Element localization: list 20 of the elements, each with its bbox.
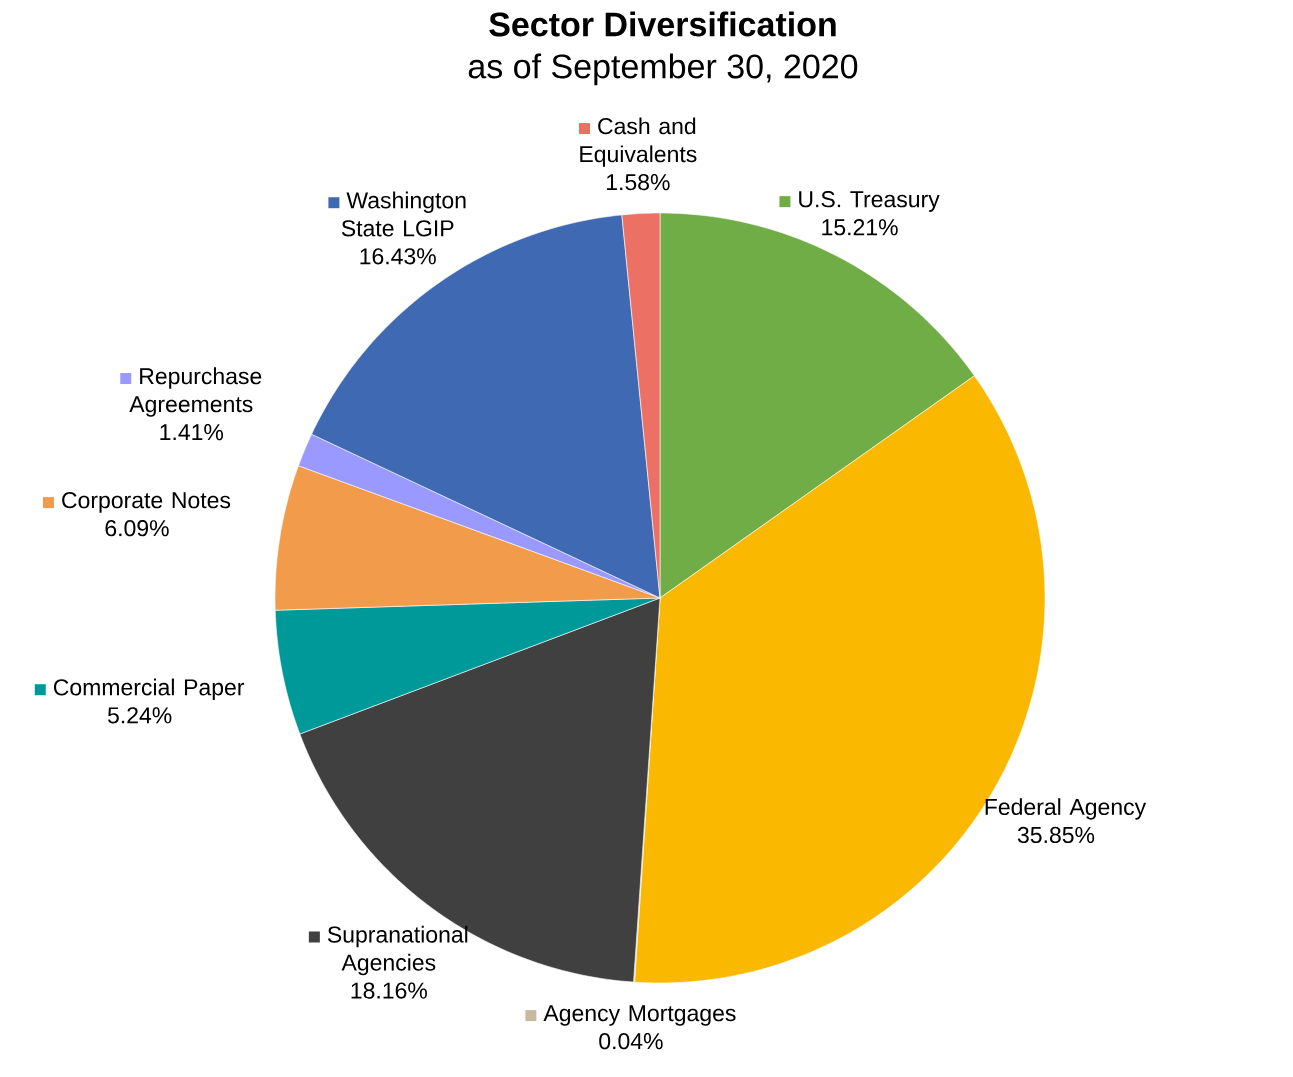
legend-label: Supranational Agencies xyxy=(327,925,468,976)
legend-label: Washington State LGIP xyxy=(341,191,466,237)
data-label: 0.04% xyxy=(599,1033,663,1050)
data-label: 1.58% xyxy=(606,174,670,191)
legend-label: Commercial Paper xyxy=(53,678,245,700)
chart-subtitle: as of September 30, 2020 xyxy=(468,53,858,86)
legend-label: Corporate Notes xyxy=(62,492,231,513)
data-label: 18.16% xyxy=(351,982,427,999)
data-label: 15.21% xyxy=(822,219,898,236)
data-label: 16.43% xyxy=(360,248,436,265)
legend-label: Repurchase Agreements xyxy=(129,367,262,417)
legend-label: Cash and Equivalents xyxy=(580,117,697,167)
legend-label: Agency Mortgages xyxy=(543,1005,736,1026)
data-label: 35.85% xyxy=(1017,826,1095,844)
data-label: 6.09% xyxy=(105,520,169,537)
slice-label: Federal Agency xyxy=(985,798,1147,820)
chart-title: Sector Diversification xyxy=(489,11,836,37)
legend-label: U.S. Treasury xyxy=(799,191,940,212)
data-label: 1.41% xyxy=(160,424,224,441)
data-label: 5.24% xyxy=(107,707,172,724)
